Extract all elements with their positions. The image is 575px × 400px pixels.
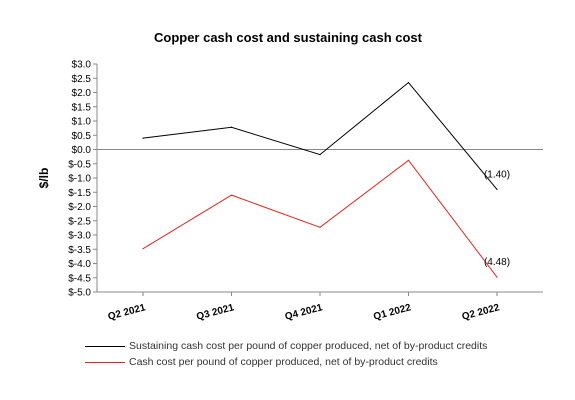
end-label-cash: (4.48) [484,257,510,268]
x-tick-labels: Q2 2021 Q3 2021 Q4 2021 Q1 2022 Q2 2022 [107,292,501,323]
y-tick-label: $2.5 [72,74,92,85]
y-tick-label: $-2.5 [68,216,91,227]
y-tick-label: $1.0 [72,117,92,128]
x-tick-label: Q2 2022 [461,302,501,323]
series-line-cash [142,159,498,278]
y-tick-label: $-1.5 [68,188,91,199]
legend-label-cash: Cash cost per pound of copper produced, … [129,356,438,368]
data-point-sustaining [142,137,144,139]
x-tick-label: Q3 2021 [195,302,235,323]
series-line-sustaining [142,81,498,190]
legend-label-sustaining: Sustaining cash cost per pound of copper… [129,340,488,352]
y-tick-label: $3.0 [72,60,92,71]
data-point-sustaining [496,188,498,190]
y-tick-label: $0.5 [72,131,92,142]
data-point-cash [496,276,498,278]
end-label-sustaining: (1.40) [484,169,510,180]
data-point-sustaining [319,154,321,156]
y-tick-label: $-3.5 [68,245,91,256]
y-tick-label: $-1.0 [68,174,91,185]
legend: Sustaining cash cost per pound of copper… [85,338,487,370]
y-axis-label: $/lb [37,168,51,189]
legend-entry-sustaining: Sustaining cash cost per pound of copper… [85,338,487,354]
axes [96,64,543,293]
y-tick-label: $-0.5 [68,159,91,170]
x-tick-label: Q4 2021 [284,302,324,323]
x-tick-label: Q1 2022 [372,302,412,323]
legend-entry-cash: Cash cost per pound of copper produced, … [85,354,487,370]
x-tick-label: Q2 2021 [107,302,147,323]
legend-swatch-sustaining [85,345,125,347]
data-point-cash [319,226,321,228]
y-tick-label: $-4.0 [68,259,91,270]
series-lines [142,81,498,278]
y-tick-label: $-5.0 [68,288,91,299]
y-tick-label: $-3.0 [68,231,91,242]
y-tick-label: $-2.0 [68,202,91,213]
data-point-sustaining [230,126,233,128]
data-point-cash [407,159,410,161]
y-tick-label: $-4.5 [68,273,91,284]
y-tick-label: $1.5 [72,102,92,113]
legend-swatch-cash [85,361,125,363]
chart-title: Copper cash cost and sustaining cash cos… [154,30,423,45]
data-point-cash [142,248,144,250]
y-tick-label: $0.0 [72,145,92,156]
y-tick-labels: $3.0 $2.5 $2.0 $1.5 $1.0 $0.5 $0.0 $-0.5 $-1.0 $-… [68,60,97,299]
y-tick-label: $2.0 [72,88,92,99]
end-labels: (1.40) (4.48) [484,169,510,268]
data-point-cash [230,194,233,196]
data-point-sustaining [407,81,410,84]
